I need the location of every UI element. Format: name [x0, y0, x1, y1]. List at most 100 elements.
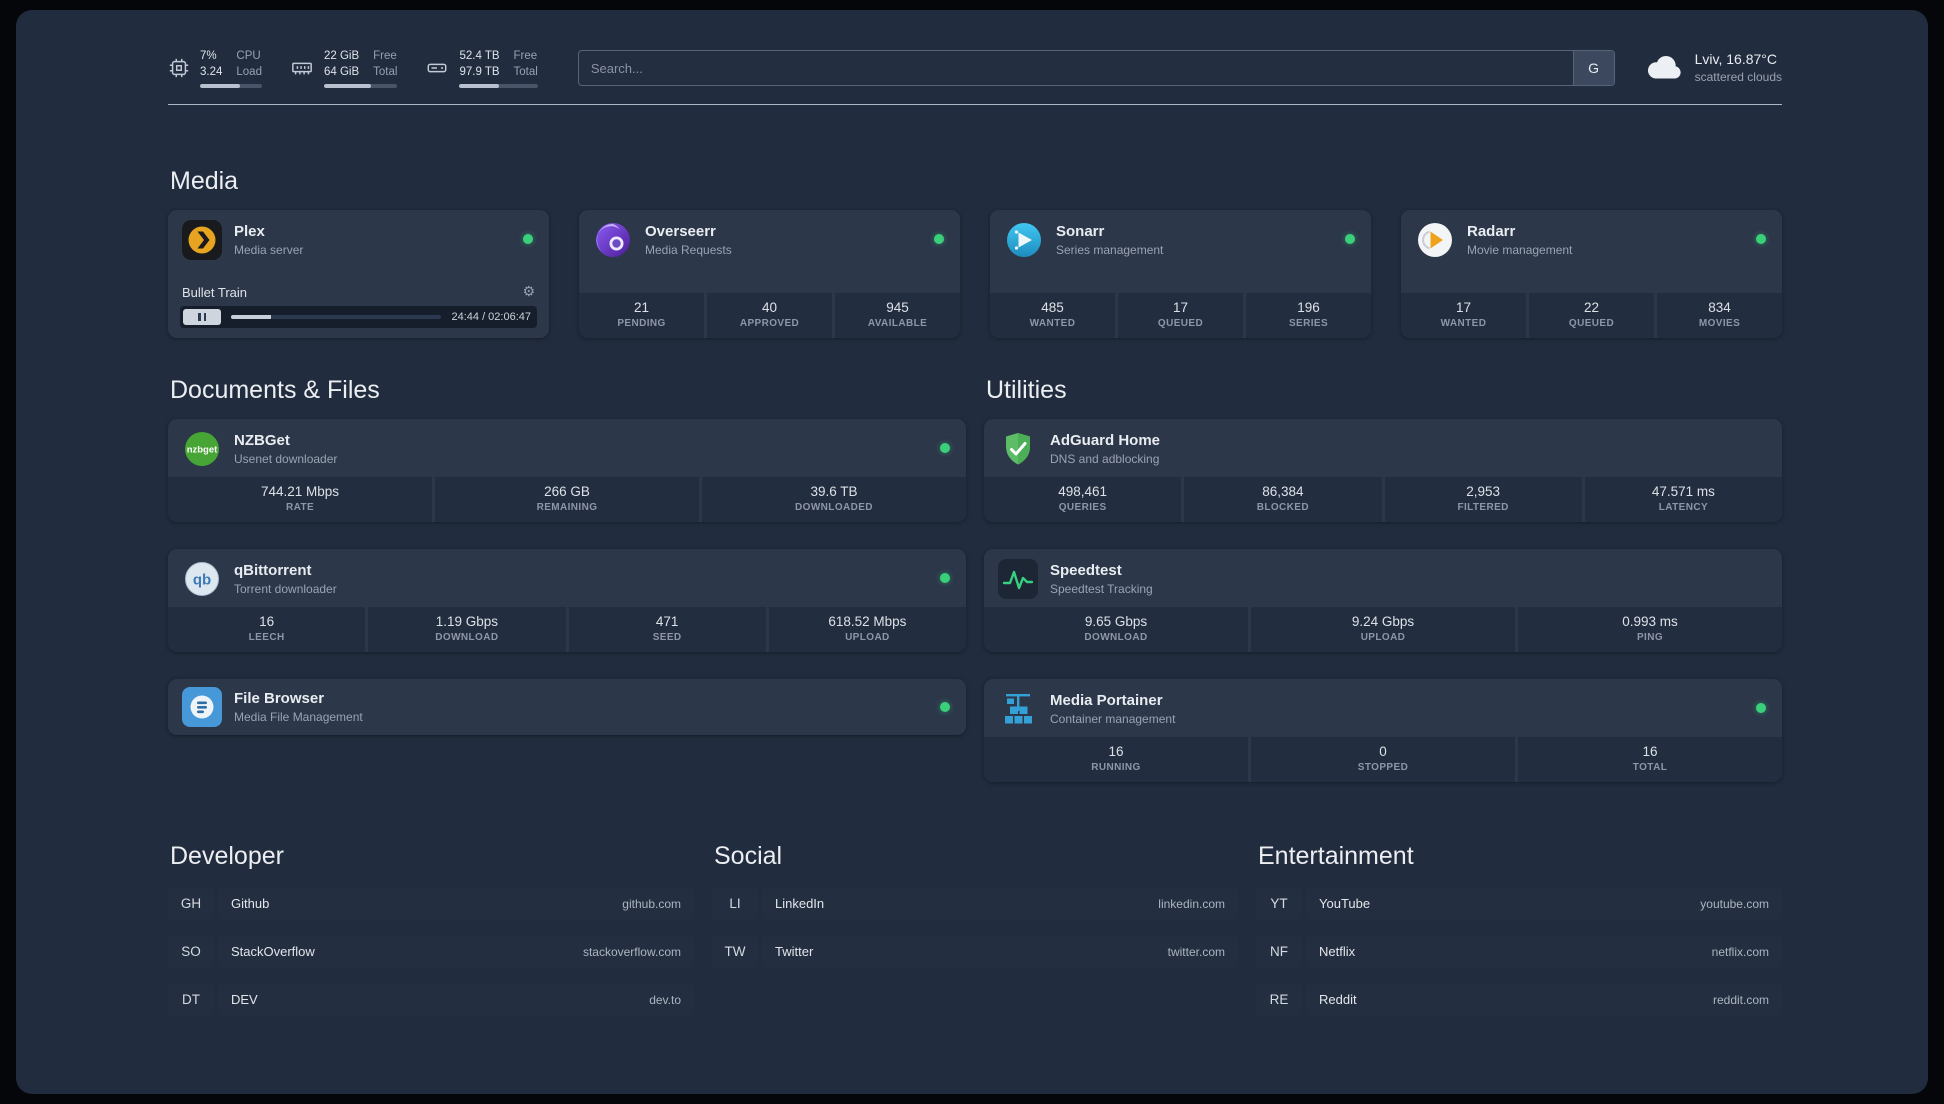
search-provider-button[interactable]: G: [1572, 51, 1614, 85]
service-card-radarr[interactable]: Radarr Movie management 17 WANTED 22 QUE…: [1401, 210, 1782, 338]
service-name: Overseerr: [645, 223, 716, 241]
stat-leech: 16 LEECH: [168, 607, 366, 652]
stat-total: 16 TOTAL: [1518, 737, 1782, 782]
stat-download: 1.19 Gbps DOWNLOAD: [368, 607, 566, 652]
bookmark-name: Netflix: [1319, 944, 1356, 959]
disk-resource-widget: 52.4 TB 97.9 TB Free Total: [425, 48, 538, 89]
bookmark-netflix[interactable]: NF Netflix netflix.com: [1256, 935, 1782, 968]
status-dot: [940, 443, 950, 453]
memory-total-label: Total: [373, 66, 398, 78]
bookmark-name: Reddit: [1319, 992, 1357, 1007]
sonarr-icon: [1004, 220, 1044, 260]
cpu-progress-bar: [200, 84, 262, 89]
bookmark-youtube[interactable]: YT YouTube youtube.com: [1256, 887, 1782, 920]
pause-button[interactable]: [183, 309, 221, 325]
bookmark-name: LinkedIn: [775, 896, 825, 911]
bookmark-name: YouTube: [1319, 896, 1371, 911]
cpu-usage-label: CPU: [236, 49, 261, 62]
stat-queries: 498,461 QUERIES: [984, 477, 1182, 522]
bookmark-reddit[interactable]: RE Reddit reddit.com: [1256, 983, 1782, 1016]
playback-time: 24:44 / 02:06:47: [451, 311, 531, 323]
bookmark-url: reddit.com: [1712, 992, 1769, 1007]
stat-remaining: 266 GB REMAINING: [435, 477, 699, 522]
service-card-filebrowser[interactable]: File Browser Media File Management: [168, 679, 966, 735]
bookmark-abbr: RE: [1256, 983, 1302, 1016]
bookmark-url: github.com: [622, 896, 681, 911]
bookmark-linkedin[interactable]: LI LinkedIn linkedin.com: [712, 887, 1238, 920]
service-name: qBittorrent: [234, 562, 312, 580]
stat-movies: 834 MOVIES: [1657, 293, 1782, 338]
stat-upload: 618.52 Mbps UPLOAD: [768, 607, 966, 652]
bookmark-abbr: SO: [168, 935, 214, 968]
svg-text:nzbget: nzbget: [187, 445, 218, 456]
bookmark-abbr: GH: [168, 887, 214, 920]
disk-total-value: 97.9 TB: [459, 66, 500, 78]
bookmark-group-title-entertainment: Entertainment: [1258, 842, 1414, 870]
service-name: NZBGet: [234, 432, 290, 450]
memory-free-value: 22 GiB: [323, 49, 360, 62]
disk-progress-bar: [459, 84, 538, 89]
service-name: File Browser: [234, 690, 325, 708]
bookmark-stackoverflow[interactable]: SO StackOverflow stackoverflow.com: [168, 935, 694, 968]
memory-resource-widget: 22 GiB 64 GiB Free Total: [290, 48, 398, 89]
bookmark-name: Github: [231, 896, 270, 911]
service-card-portainer[interactable]: Media Portainer Container management 16 …: [984, 679, 1782, 782]
service-card-sonarr[interactable]: Sonarr Series management 485 WANTED 17 Q…: [990, 210, 1371, 338]
service-card-plex[interactable]: Plex Media server Bullet Train ⚙: [168, 210, 549, 338]
stat-latency: 47.571 ms LATENCY: [1584, 477, 1782, 522]
bookmark-dev[interactable]: DT DEV dev.to: [168, 983, 694, 1016]
status-dot: [940, 573, 950, 583]
service-name: Sonarr: [1056, 223, 1105, 241]
service-subtitle: Media Requests: [645, 242, 732, 257]
bookmark-abbr: TW: [712, 935, 758, 968]
gear-icon[interactable]: ⚙: [522, 284, 535, 300]
radarr-icon: [1415, 220, 1455, 260]
topbar: 7% 3.24 CPU Load: [168, 44, 1782, 92]
service-subtitle: Movie management: [1467, 242, 1573, 257]
memory-free-label: Free: [373, 49, 397, 62]
stat-wanted: 485 WANTED: [990, 293, 1115, 338]
stat-filtered: 2,953 FILTERED: [1384, 477, 1582, 522]
stat-pending: 21 PENDING: [579, 293, 704, 338]
bookmark-url: stackoverflow.com: [582, 944, 681, 959]
disk-free-value: 52.4 TB: [459, 49, 500, 62]
filebrowser-icon: [182, 687, 222, 727]
cpu-load-label: Load: [236, 66, 262, 78]
stat-stopped: 0 STOPPED: [1251, 737, 1515, 782]
bookmark-name: StackOverflow: [231, 944, 315, 959]
search-input[interactable]: [578, 51, 1573, 85]
status-dot: [940, 702, 950, 712]
service-card-nzbget[interactable]: nzbget NZBGet Usenet downloader 744.21 M…: [168, 419, 966, 522]
service-card-overseerr[interactable]: Overseerr Media Requests 21 PENDING 40 A…: [579, 210, 960, 338]
bookmark-name: DEV: [231, 992, 258, 1007]
bookmark-twitter[interactable]: TW Twitter twitter.com: [712, 935, 1238, 968]
stat-approved: 40 APPROVED: [707, 293, 832, 338]
playback-progress-bar[interactable]: [231, 315, 442, 319]
weather-location: Lviv, 16.87°C: [1694, 51, 1777, 68]
bookmark-name: Twitter: [775, 944, 814, 959]
disk-icon: [425, 57, 449, 79]
topbar-divider: [168, 104, 1782, 105]
memory-icon: [290, 57, 314, 79]
disk-free-label: Free: [513, 49, 538, 62]
status-dot: [1345, 234, 1355, 244]
service-card-adguard[interactable]: AdGuard Home DNS and adblocking 498,461 …: [984, 419, 1782, 522]
weather-widget: Lviv, 16.87°C scattered clouds: [1643, 50, 1782, 85]
overseerr-icon: [593, 220, 633, 260]
cloud-icon: [1643, 53, 1685, 83]
service-name: Media Portainer: [1050, 692, 1163, 710]
cpu-usage-value: 7%: [200, 49, 217, 62]
service-subtitle: Media File Management: [234, 709, 363, 724]
disk-total-label: Total: [513, 66, 538, 78]
service-card-speedtest[interactable]: Speedtest Speedtest Tracking 9.65 Gbps D…: [984, 549, 1782, 652]
dashboard: 7% 3.24 CPU Load: [16, 10, 1928, 1094]
service-card-qbittorrent[interactable]: qb qBittorrent Torrent downloader 16 LEE…: [168, 549, 966, 652]
status-dot: [1756, 703, 1766, 713]
memory-progress-bar: [323, 84, 398, 89]
stat-upload: 9.24 Gbps UPLOAD: [1251, 607, 1515, 652]
stat-queued: 22 QUEUED: [1529, 293, 1654, 338]
service-subtitle: Torrent downloader: [234, 581, 337, 596]
bookmark-abbr: NF: [1256, 935, 1302, 968]
bookmark-github[interactable]: GH Github github.com: [168, 887, 694, 920]
status-dot: [523, 234, 533, 244]
